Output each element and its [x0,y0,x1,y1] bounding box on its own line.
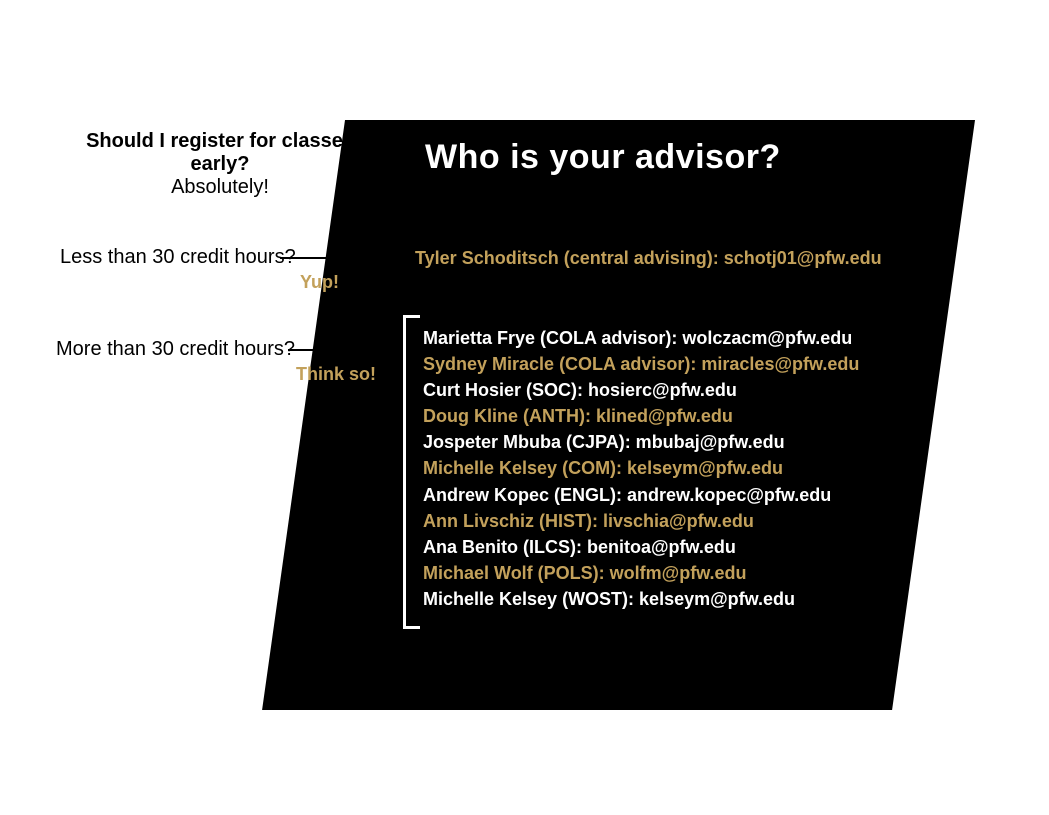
central-advisor: Tyler Schoditsch (central advising): sch… [415,248,882,269]
advisor-row: Jospeter Mbuba (CJPA): mbubaj@pfw.edu [423,429,859,455]
advisor-row: Ana Benito (ILCS): benitoa@pfw.edu [423,534,859,560]
advisor-row: Marietta Frye (COLA advisor): wolczacm@p… [423,325,859,351]
advisor-row: Doug Kline (ANTH): klined@pfw.edu [423,403,859,429]
advisor-list: Marietta Frye (COLA advisor): wolczacm@p… [423,325,859,612]
advisor-row: Michelle Kelsey (WOST): kelseym@pfw.edu [423,586,859,612]
advisor-row: Ann Livschiz (HIST): livschia@pfw.edu [423,508,859,534]
panel-title: Who is your advisor? [425,138,781,177]
bracket-icon [403,315,420,629]
advisor-row: Michelle Kelsey (COM): kelseym@pfw.edu [423,455,859,481]
advisor-row: Michael Wolf (POLS): wolfm@pfw.edu [423,560,859,586]
advisor-panel: Who is your advisor? Tyler Schoditsch (c… [345,120,975,710]
advisor-row: Sydney Miracle (COLA advisor): miracles@… [423,351,859,377]
advisor-row: Curt Hosier (SOC): hosierc@pfw.edu [423,377,859,403]
stage: Should I register for classes early? Abs… [0,0,1049,815]
advisor-row: Andrew Kopec (ENGL): andrew.kopec@pfw.ed… [423,482,859,508]
